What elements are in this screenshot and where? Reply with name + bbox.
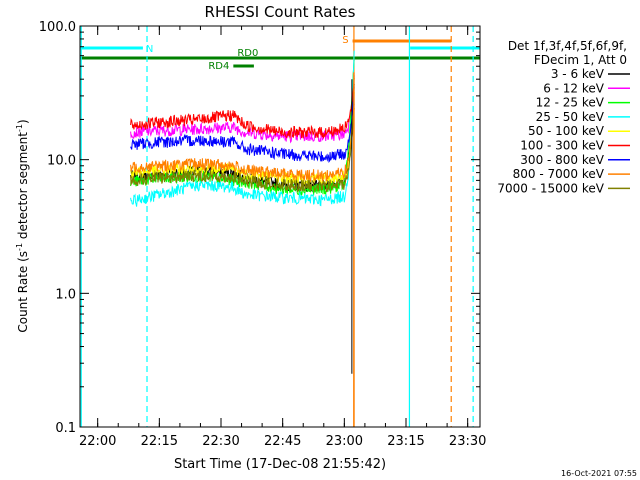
y-axis-ticks: 0.1 1.0 10.0 100.0 <box>39 20 480 436</box>
y-axis-label-part: Count Rate (s <box>16 251 30 333</box>
y-axis-label: Count Rate (s-1 detector segment-1) <box>15 119 30 332</box>
flag-label: N <box>146 44 153 55</box>
x-tick-label: 23:15 <box>387 434 424 449</box>
series-line <box>130 77 355 139</box>
flag-label: RD0 <box>237 48 258 59</box>
y-tick-label: 1.0 <box>55 287 76 302</box>
x-tick-label: 23:30 <box>449 434 486 449</box>
x-tick-label: 22:30 <box>202 434 239 449</box>
legend-entry-label: 50 - 100 keV <box>528 124 605 138</box>
legend-entry-label: 25 - 50 keV <box>536 110 605 124</box>
legend-entry-label: 100 - 300 keV <box>520 139 604 153</box>
x-tick-label: 22:45 <box>264 434 301 449</box>
legend-entry-label: 3 - 6 keV <box>551 67 605 81</box>
legend-entry-label: 12 - 25 keV <box>536 96 605 110</box>
series-line <box>130 103 355 183</box>
y-tick-label: 100.0 <box>39 20 76 35</box>
legend-entry-label: 300 - 800 keV <box>520 153 604 167</box>
x-tick-label: 22:15 <box>141 434 178 449</box>
y-axis-label-part: ) <box>16 119 30 124</box>
x-axis-ticks: 22:00 22:15 22:30 22:45 23:00 23:15 23:30 <box>79 26 486 449</box>
legend: Det 1f,3f,4f,5f,6f,9f, FDecim 1, Att 0 3… <box>497 39 630 195</box>
series-line <box>130 86 355 163</box>
y-tick-label: 10.0 <box>47 154 76 169</box>
legend-entry-label: 7000 - 15000 keV <box>497 181 604 195</box>
footer-timestamp: 16-Oct-2021 07:55 <box>561 469 637 478</box>
legend-header-line: FDecim 1, Att 0 <box>534 53 627 67</box>
series-lines <box>130 50 355 427</box>
legend-entry-label: 800 - 7000 keV <box>513 167 605 181</box>
y-axis-label-part: detector segment <box>16 132 30 243</box>
flag-label: S <box>342 35 348 46</box>
flag-label: RD4 <box>208 61 229 72</box>
x-axis-label: Start Time (17-Dec-08 21:55:42) <box>174 457 386 472</box>
y-axis-label-exponent: -1 <box>15 243 24 251</box>
legend-entry-label: 6 - 12 keV <box>543 81 605 95</box>
legend-header-line: Det 1f,3f,4f,5f,6f,9f, <box>508 39 627 53</box>
series-line <box>130 50 355 207</box>
x-tick-label: 23:00 <box>326 434 363 449</box>
chart-title: RHESSI Count Rates <box>205 3 356 21</box>
x-tick-label: 22:00 <box>79 434 116 449</box>
series-line <box>130 107 355 193</box>
y-axis-label-exponent: -1 <box>15 124 24 132</box>
y-tick-label: 0.1 <box>55 421 76 436</box>
plot-frame <box>79 25 481 428</box>
